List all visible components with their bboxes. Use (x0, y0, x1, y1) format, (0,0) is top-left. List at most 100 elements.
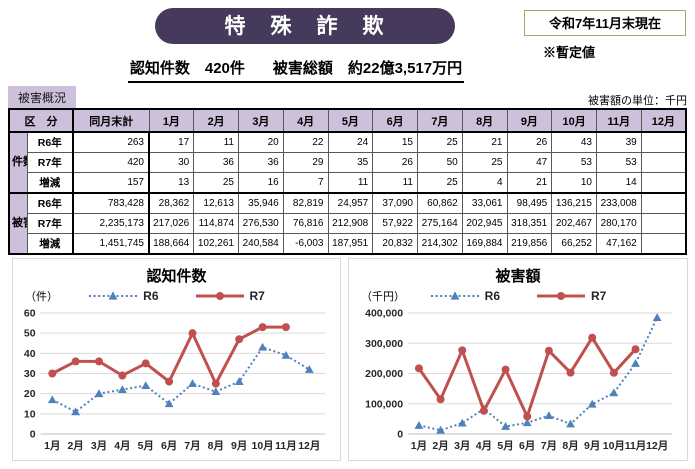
x-tick-label: 3月 (91, 440, 107, 452)
series-marker-R7 (188, 329, 197, 338)
series-line-R7 (51, 325, 286, 386)
cases-chart-header: （件） R6 R7 (13, 287, 340, 305)
page-title: 特 殊 詐 欺 (155, 8, 455, 44)
table-cell: 39 (596, 131, 642, 153)
total-cell: 1,451,745 (72, 233, 150, 255)
table-row: R7年 2,235,173 217,026 114,874 276,530 76,816 2… (9, 213, 687, 234)
table-cell: -6,003 (282, 233, 329, 255)
table-cell: 276,530 (238, 213, 284, 234)
x-tick-label: 12月 (298, 440, 320, 452)
table-cell: 47 (506, 152, 553, 173)
row-label: R7年 (26, 213, 74, 234)
table-cell: 57,922 (372, 213, 418, 234)
table-cell: 36 (238, 152, 284, 173)
month-header: 5月 (327, 108, 374, 133)
x-tick-label: 1月 (411, 440, 427, 452)
amount-chart-plot: 0 100,000 200,000 300,000 400,000 1月 2月 3月 4月 5月 6… (365, 308, 672, 452)
table-cell: 4 (461, 172, 508, 194)
total-cell: 263 (72, 131, 150, 153)
x-tick-label: 10月 (603, 440, 625, 452)
x-tick-label: 2月 (432, 440, 448, 452)
x-tick-label: 9月 (231, 440, 247, 452)
table-cell: 47,162 (596, 233, 642, 255)
legend-label: R6 (143, 289, 159, 303)
total-cell: 157 (72, 172, 150, 194)
y-tick-label: 0 (397, 429, 403, 441)
amount-y-axis-unit-label: （千円） (361, 291, 405, 303)
y-tick-label: 10 (24, 408, 36, 420)
table-row: 件数R6年2631711202224152521264339 (8, 131, 687, 194)
y-tick-label: 300,000 (365, 338, 403, 350)
table-cell: 82,819 (282, 192, 329, 214)
provisional-note: ※暫定値 (543, 45, 596, 60)
table-cell (640, 233, 687, 255)
x-tick-label: 4月 (114, 440, 130, 452)
series-marker-R6 (71, 407, 81, 416)
table-cell: 25 (417, 131, 463, 153)
legend-item-R7: R7 (195, 289, 265, 303)
table-cell: 202,945 (461, 213, 508, 234)
series-marker-R7 (479, 406, 488, 415)
cases-chart-legend: R6 R7 (13, 287, 340, 305)
table-cell: 24,957 (327, 192, 374, 214)
series-marker-R7 (235, 335, 244, 344)
x-tick-label: 11月 (275, 440, 297, 452)
table-cell (640, 152, 687, 173)
row-label: 増減 (26, 172, 74, 194)
series-marker-R6 (281, 350, 291, 359)
summary-amount: 被害総額 約22億3,517万円 (272, 60, 463, 77)
table-cell: 12,613 (193, 192, 239, 214)
legend-swatch-R6-icon (89, 291, 138, 300)
total-cell: 420 (72, 152, 150, 173)
section-badge: 被害概況 (8, 86, 77, 109)
table-cell: 11 (193, 131, 239, 153)
table-cell: 53 (551, 152, 597, 173)
table-row: 増減 1,451,745 188,664 102,261 240,584 -6,003 18… (9, 233, 687, 255)
table-cell: 187,951 (327, 233, 374, 255)
table-cell: 11 (327, 172, 374, 194)
legend-marker (108, 291, 118, 300)
x-tick-label: 11月 (625, 440, 647, 452)
table-cell: 202,467 (551, 213, 597, 234)
x-tick-label: 6月 (161, 440, 177, 452)
table-cell: 102,261 (193, 233, 239, 255)
series-marker-R7 (458, 346, 467, 355)
series-marker-R7 (281, 323, 290, 332)
table-cell: 188,664 (148, 233, 195, 255)
table-cell: 21 (461, 131, 508, 153)
x-tick-label: 8月 (208, 440, 224, 452)
table-cell: 10 (551, 172, 597, 194)
table-cell: 22 (282, 131, 329, 153)
total-cell: 783,428 (72, 192, 150, 214)
y-tick-label: 20 (24, 388, 36, 400)
series-marker-R7 (523, 412, 532, 421)
x-tick-label: 6月 (519, 440, 535, 452)
table-cell: 217,026 (148, 213, 195, 234)
table-cell: 214,302 (417, 233, 463, 255)
table-cell: 26 (372, 152, 418, 173)
legend-marker (450, 291, 460, 300)
month-header: 1月 (148, 108, 195, 133)
table-cell: 25 (417, 172, 463, 194)
month-header: 7月 (417, 108, 463, 133)
amount-chart-title: 被害額 (495, 268, 541, 285)
table-cell: 13 (148, 172, 195, 194)
table-cell: 25 (461, 152, 508, 173)
series-marker-R6 (544, 411, 554, 419)
row-label: R6年 (26, 131, 74, 153)
table-cell: 53 (596, 152, 642, 173)
series-marker-R6 (587, 399, 597, 408)
table-cell: 26 (506, 131, 553, 153)
series-marker-R7 (258, 323, 267, 332)
y-tick-label: 40 (24, 348, 36, 360)
x-tick-label: 9月 (584, 440, 600, 452)
x-tick-label: 12月 (646, 440, 668, 452)
month-header: 3月 (238, 108, 284, 133)
x-tick-label: 3月 (454, 440, 470, 452)
group-label: 件数 (8, 131, 28, 194)
series-marker-R7 (501, 365, 510, 374)
series-marker-R7 (95, 357, 104, 366)
series-marker-R7 (566, 368, 575, 377)
series-marker-R7 (118, 371, 127, 380)
